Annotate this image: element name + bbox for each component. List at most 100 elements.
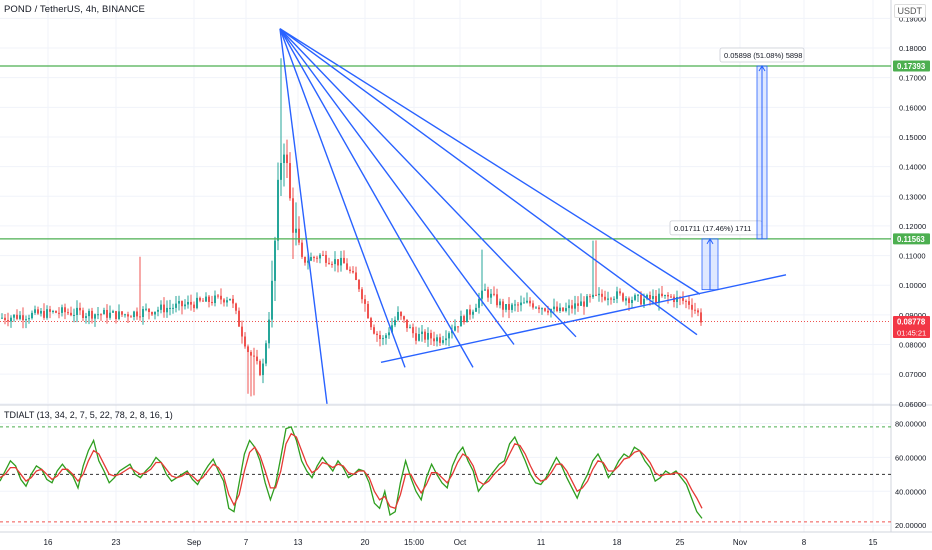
candle-body (67, 312, 69, 314)
candle-body (622, 293, 624, 301)
candle-body (271, 280, 273, 320)
candle-body (655, 296, 657, 303)
candle-body (22, 315, 24, 321)
candle-body (16, 314, 18, 319)
candle-body (28, 318, 30, 320)
candle-body (469, 309, 471, 315)
candle-body (697, 310, 699, 313)
candle-body (265, 343, 267, 364)
candle-body (31, 312, 33, 319)
candle-body (178, 301, 180, 304)
candle-body (109, 312, 111, 318)
candle-body (13, 314, 15, 318)
candle-body (358, 279, 360, 290)
candle-body (454, 326, 456, 331)
indicator-tick-label: 80.00000 (895, 419, 926, 428)
candle-body (415, 333, 417, 341)
candle-body (496, 294, 498, 306)
candle-body (241, 326, 243, 337)
candle-body (511, 304, 513, 310)
measure-label: 0.01711 (17.46%) 1711 (674, 224, 751, 233)
price-tick-label: 0.13000 (899, 192, 926, 201)
candle-body (4, 317, 6, 320)
candle-body (547, 310, 549, 313)
candle-body (97, 314, 99, 316)
candle-body (394, 319, 396, 326)
fan-trend-line (279, 28, 328, 404)
candle-body (40, 310, 42, 314)
candle-body (577, 303, 579, 306)
candle-body (499, 301, 501, 306)
candle-body (334, 259, 336, 265)
candle-body (412, 327, 414, 334)
candle-body (421, 331, 423, 335)
candle-body (439, 337, 441, 343)
candle-body (400, 311, 402, 317)
fan-trend-line (279, 28, 474, 368)
candle-body (148, 308, 150, 313)
candle-body (676, 296, 678, 302)
candle-body (289, 163, 291, 199)
candle-body (127, 314, 129, 317)
candle-body (388, 332, 390, 336)
price-countdown: 01:45:21 (897, 328, 926, 337)
candle-body (319, 254, 321, 259)
candle-body (466, 309, 468, 323)
candle-body (694, 309, 696, 311)
candle-body (646, 294, 648, 299)
candle-body (448, 333, 450, 339)
candle-body (418, 334, 420, 341)
candle-body (244, 336, 246, 347)
candle-body (256, 356, 258, 362)
candle-body (145, 308, 147, 310)
candle-body (568, 305, 570, 309)
candle-body (538, 307, 540, 310)
price-tick-label: 0.12000 (899, 222, 926, 231)
candle-body (205, 296, 207, 302)
candle-body (586, 296, 588, 307)
candle-body (208, 296, 210, 302)
candle-body (670, 296, 672, 298)
candle-body (106, 309, 108, 318)
candle-body (130, 316, 132, 318)
time-tick-label: Nov (733, 538, 747, 547)
price-tick-label: 0.17000 (899, 74, 926, 83)
candle-body (463, 316, 465, 323)
candle-body (688, 301, 690, 305)
candle-body (373, 327, 375, 334)
candle-body (367, 303, 369, 319)
candle-body (19, 315, 21, 319)
candle-body (55, 311, 57, 313)
indicator-label: TDIALT (13, 34, 2, 7, 5, 22, 78, 2, 8, 1… (4, 410, 173, 420)
candle-body (313, 257, 315, 259)
indicator-tick-label: 20.00000 (895, 521, 926, 530)
candle-body (667, 294, 669, 297)
price-tick-label: 0.08000 (899, 341, 926, 350)
candle-body (262, 363, 264, 376)
candle-body (181, 301, 183, 307)
candle-body (238, 310, 240, 327)
measure-arrow-head (706, 237, 714, 245)
candle-body (628, 298, 630, 304)
indicator-series-line (0, 426, 703, 519)
time-tick-label: 18 (613, 538, 622, 547)
candle-body (376, 333, 378, 336)
candle-body (325, 254, 327, 263)
currency-label[interactable]: USDT (893, 4, 926, 18)
price-tick-label: 0.06000 (899, 400, 926, 409)
candle-body (472, 311, 474, 315)
candle-body (355, 272, 357, 280)
candle-body (685, 300, 687, 302)
candle-body (502, 301, 504, 310)
fan-trend-line (279, 28, 701, 295)
candle-body (691, 304, 693, 310)
candle-body (193, 304, 195, 309)
support-trend-line (380, 274, 787, 363)
candle-body (589, 296, 591, 298)
measure-label: 0.05898 (51.08%) 5898 (724, 51, 802, 60)
time-tick-label: 15:00 (404, 538, 425, 547)
price-tick-label: 0.09000 (899, 311, 926, 320)
candle-body (142, 308, 144, 318)
candle-body (409, 327, 411, 329)
